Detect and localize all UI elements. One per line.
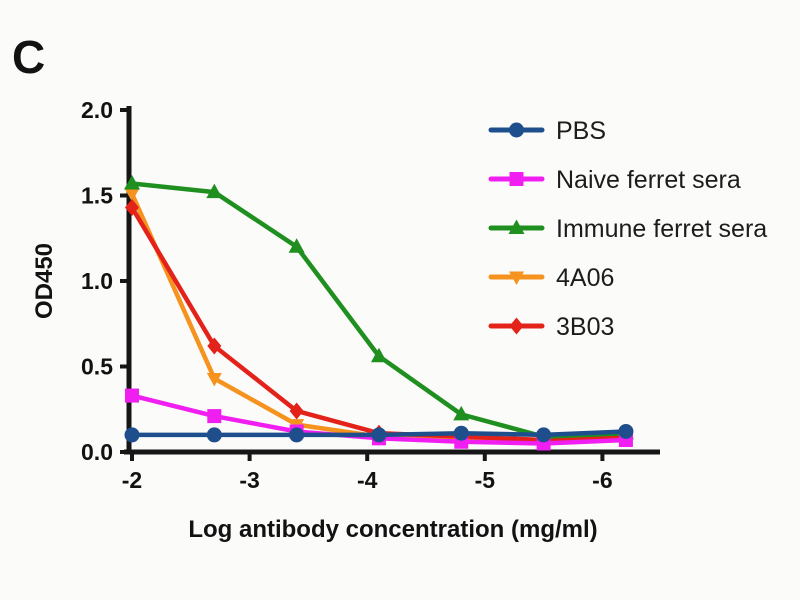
x-axis-title: Log antibody concentration (mg/ml) xyxy=(188,516,597,543)
series-marker-pbs xyxy=(536,427,552,443)
series-marker-pbs xyxy=(618,423,634,439)
x-tick-label: -6 xyxy=(592,467,612,493)
series-line-4a06 xyxy=(129,191,629,444)
y-axis-title: OD450 xyxy=(31,243,58,319)
series-marker-3b03 xyxy=(207,337,222,355)
series-marker-immune-ferret-sera xyxy=(288,238,305,253)
legend-label-immune-ferret-sera: Immune ferret sera xyxy=(556,215,767,243)
panel-label: C xyxy=(12,31,46,83)
x-tick-label: -4 xyxy=(357,467,378,493)
y-tick-label: 0.0 xyxy=(81,439,113,465)
y-tick-label: 0.5 xyxy=(81,354,113,380)
series-marker-immune-ferret-sera xyxy=(206,183,223,199)
series-line-3b03 xyxy=(129,205,629,443)
y-tick-label: 2.0 xyxy=(81,97,113,123)
legend-label-naive-ferret-sera: Naive ferret sera xyxy=(556,166,741,194)
legend-label-4a06: 4A06 xyxy=(556,264,614,292)
series-marker-pbs xyxy=(453,425,469,441)
legend-marker-immune-ferret-sera xyxy=(508,219,525,234)
legend-label-3b03: 3B03 xyxy=(556,313,614,341)
y-tick-label: 1.0 xyxy=(81,268,113,294)
series-marker-immune-ferret-sera xyxy=(124,175,140,190)
series-marker-naive-ferret-sera xyxy=(207,409,222,424)
series-marker-3b03 xyxy=(125,198,139,216)
series-marker-immune-ferret-sera xyxy=(453,405,470,421)
series-marker-naive-ferret-sera xyxy=(125,388,139,403)
x-tick-label: -5 xyxy=(475,467,496,493)
legend-marker-4a06 xyxy=(509,271,524,285)
legend-marker-naive-ferret-sera xyxy=(509,172,524,186)
series-marker-4a06 xyxy=(206,372,222,387)
series-marker-pbs xyxy=(124,427,140,443)
series-marker-4a06 xyxy=(124,188,140,202)
y-tick-label: 1.5 xyxy=(81,183,113,209)
legend-marker-pbs xyxy=(509,122,524,138)
series-marker-pbs xyxy=(289,427,305,443)
series-marker-immune-ferret-sera xyxy=(370,347,387,363)
series-marker-pbs xyxy=(206,427,222,443)
series-marker-pbs xyxy=(371,427,387,443)
x-tick-label: -2 xyxy=(122,467,142,493)
series-line-immune-ferret-sera xyxy=(129,181,629,439)
legend-label-pbs: PBS xyxy=(556,117,606,145)
series-marker-3b03 xyxy=(289,402,304,420)
x-tick-label: -3 xyxy=(239,467,259,493)
legend-marker-3b03 xyxy=(509,317,524,335)
